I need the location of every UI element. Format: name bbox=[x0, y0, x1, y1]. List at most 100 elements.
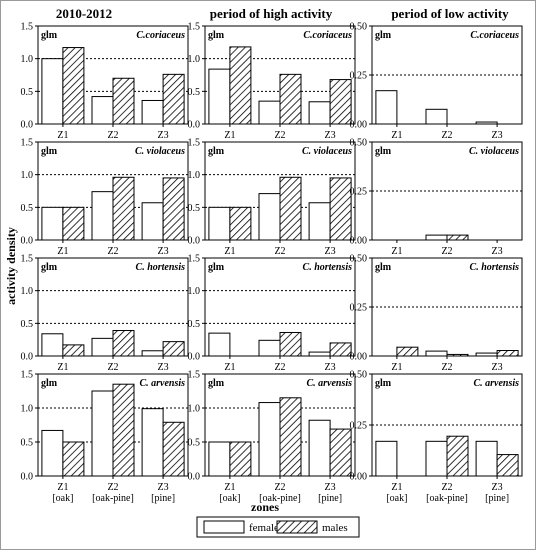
bar-females-3 bbox=[308, 419, 331, 477]
panel-4: 0.0 0.5 1.0 1.5 Z1 Z2 Z3 glm C. violaceus bbox=[21, 138, 189, 257]
y-tick-label: 0.0 bbox=[21, 352, 34, 363]
y-tick-label: 1.5 bbox=[188, 138, 201, 149]
bar-males-2 bbox=[279, 176, 302, 241]
y-tick-label: 1.5 bbox=[21, 138, 34, 149]
y-tick-label: 0.0 bbox=[188, 472, 201, 483]
bar-females-3 bbox=[141, 202, 164, 241]
bar-males-1 bbox=[396, 346, 419, 357]
x-tick-label: Z3 bbox=[492, 246, 503, 257]
bar-males-1 bbox=[62, 47, 85, 125]
bar-males-3 bbox=[329, 342, 352, 357]
panel-7: 0.0 0.5 1.0 1.5 Z1 Z2 Z3 glm C. hortensis bbox=[21, 254, 189, 373]
y-tick-label: 1.0 bbox=[188, 286, 201, 297]
bar-males-3 bbox=[329, 177, 352, 241]
y-tick-label: 0.25 bbox=[350, 71, 368, 82]
bar-females-2 bbox=[258, 339, 281, 357]
y-tick-label: 1.5 bbox=[188, 22, 201, 33]
x-tick-label: Z3 bbox=[325, 130, 336, 141]
x-tick-label: Z2 bbox=[441, 246, 452, 257]
bar-females-2 bbox=[258, 402, 281, 477]
x-tick-label: Z3 bbox=[492, 362, 503, 373]
y-tick-label: 1.5 bbox=[21, 22, 34, 33]
column-title-1: 2010-2012 bbox=[56, 6, 112, 21]
y-tick-label: 1.0 bbox=[21, 54, 34, 65]
panel-label-glm: glm bbox=[41, 146, 58, 157]
y-tick-label: 0.25 bbox=[350, 187, 368, 198]
bar-males-2 bbox=[446, 435, 469, 477]
y-tick-label: 0.0 bbox=[21, 472, 34, 483]
bar-females-2 bbox=[425, 350, 448, 357]
legend-swatch-females bbox=[203, 520, 245, 534]
y-tick-label: 0.5 bbox=[188, 203, 201, 214]
bar-females-1 bbox=[375, 440, 398, 477]
panel-label-glm: glm bbox=[208, 146, 225, 157]
x-tick-label: Z1 bbox=[391, 130, 402, 141]
x-tick-label: Z1 bbox=[57, 246, 68, 257]
bar-males-1 bbox=[229, 206, 252, 241]
bar-males-2 bbox=[446, 234, 469, 241]
y-tick-label: 1.0 bbox=[21, 286, 34, 297]
bar-females-1 bbox=[208, 68, 231, 125]
bar-females-3 bbox=[308, 202, 331, 241]
y-tick-label: 0.25 bbox=[350, 421, 368, 432]
y-tick-label: 1.5 bbox=[21, 370, 34, 381]
panel-species-label: C.coriaceus bbox=[470, 30, 519, 41]
bar-females-2 bbox=[91, 191, 114, 241]
panel-9: 0.00 0.25 0.50 Z1 Z2 Z3 glm C. hortensis bbox=[350, 254, 523, 373]
column-title-3: period of low activity bbox=[391, 6, 509, 21]
panel-species-label: C. hortensis bbox=[303, 262, 353, 273]
y-tick-label: 1.0 bbox=[188, 170, 201, 181]
panel-10: 0.0 0.5 1.0 1.5 Z1 [oak] Z2 [oak-pine] Z3 [pine] g… bbox=[21, 370, 189, 504]
y-tick-label: 1.5 bbox=[188, 254, 201, 265]
x-tick-label: Z3 bbox=[325, 362, 336, 373]
panel-label-glm: glm bbox=[375, 146, 392, 157]
panel-5: 0.0 0.5 1.0 1.5 Z1 Z2 Z3 glm C. violaceus bbox=[188, 138, 356, 257]
bar-males-2 bbox=[112, 383, 135, 477]
x-tick-label: Z1 [oak] bbox=[219, 482, 240, 504]
x-axis-label: zones bbox=[251, 500, 279, 514]
panel-label-glm: glm bbox=[375, 378, 392, 389]
bar-females-1 bbox=[41, 58, 64, 125]
legend-swatch-males bbox=[276, 520, 318, 534]
panel-label-glm: glm bbox=[208, 262, 225, 273]
bar-females-2 bbox=[91, 337, 114, 357]
bar-females-1 bbox=[375, 90, 398, 125]
x-tick-label: Z1 bbox=[224, 362, 235, 373]
x-tick-label: Z1 [oak] bbox=[386, 482, 407, 504]
y-tick-label: 1.0 bbox=[21, 170, 34, 181]
bar-males-3 bbox=[496, 454, 519, 477]
bar-females-2 bbox=[425, 440, 448, 477]
bar-males-3 bbox=[162, 421, 185, 477]
y-tick-label: 0.5 bbox=[21, 203, 34, 214]
y-tick-label: 0.0 bbox=[21, 120, 34, 131]
bar-females-2 bbox=[258, 193, 281, 241]
panel-species-label: C. violaceus bbox=[302, 146, 352, 157]
bar-males-2 bbox=[112, 77, 135, 125]
y-tick-label: 0.00 bbox=[350, 472, 368, 483]
x-tick-label: Z3 [pine] bbox=[151, 482, 175, 504]
bar-males-1 bbox=[62, 206, 85, 241]
panel-2: 0.0 0.5 1.0 1.5 Z1 Z2 Z3 glm C.coriaceus bbox=[188, 22, 356, 141]
bar-males-2 bbox=[279, 73, 302, 125]
y-tick-label: 0.5 bbox=[21, 438, 34, 449]
panels: 0.0 0.5 1.0 1.5 Z1 Z2 Z3 glm C.coriaceus 0.0 0.5 1.… bbox=[21, 22, 523, 504]
y-tick-label: 0.5 bbox=[188, 87, 201, 98]
x-tick-label: Z3 [pine] bbox=[485, 482, 509, 504]
bar-females-1 bbox=[41, 333, 64, 357]
bar-females-2 bbox=[91, 390, 114, 477]
x-tick-label: Z2 bbox=[107, 362, 118, 373]
y-tick-label: 0.25 bbox=[350, 303, 368, 314]
y-tick-label: 0.5 bbox=[21, 319, 34, 330]
y-tick-label: 0.50 bbox=[350, 370, 368, 381]
panel-species-label: C. hortensis bbox=[470, 262, 520, 273]
panel-species-label: C. arvensis bbox=[306, 378, 352, 389]
bar-males-2 bbox=[112, 330, 135, 357]
panel-species-label: C. hortensis bbox=[136, 262, 186, 273]
bar-females-1 bbox=[41, 429, 64, 477]
bar-females-3 bbox=[141, 408, 164, 477]
y-tick-label: 0.0 bbox=[188, 120, 201, 131]
bar-males-3 bbox=[162, 177, 185, 241]
y-tick-label: 0.5 bbox=[21, 87, 34, 98]
